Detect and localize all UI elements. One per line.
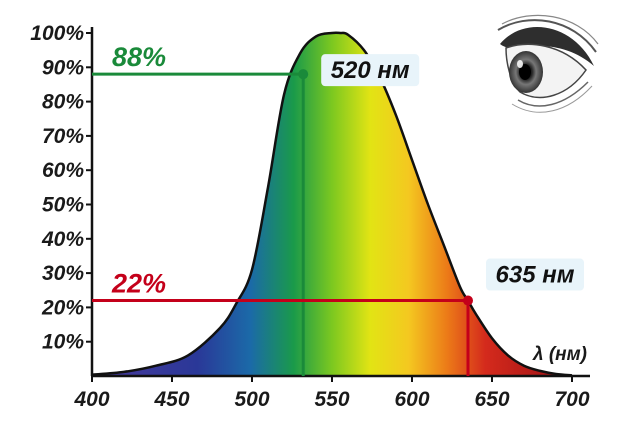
wavelength-label: 520 нм [331,57,410,84]
wavelength-label-box [321,54,420,87]
y-tick-label: 100% [30,22,84,45]
annotation-percent: 88% [112,42,166,72]
y-tick-label: 60% [42,159,84,182]
y-tick-label: 90% [42,56,84,79]
x-tick-label: 450 [153,388,189,411]
x-tick-label: 400 [73,388,109,411]
y-tick-label: 20% [41,296,84,319]
sensitivity-curve [91,31,573,377]
y-tick-label: 10% [42,331,84,354]
spectrum-area [92,32,572,376]
x-tick-label: 600 [394,388,429,411]
x-axis-label: λ (нм) [532,344,587,365]
y-tick-label: 50% [42,194,84,217]
eye-icon [497,14,599,113]
wavelength-label: 635 нм [496,262,575,289]
wavelength-label-box [486,258,584,291]
x-tick-label: 500 [234,388,269,411]
y-tick-label: 80% [42,91,84,114]
annotation-point [298,69,309,80]
y-tick-label: 70% [42,125,84,148]
x-tick-label: 700 [554,388,589,411]
annotation-point [463,295,473,306]
y-tick-label: 40% [41,228,84,251]
annotation-percent: 22% [111,269,166,299]
y-tick-label: 30% [42,262,84,285]
x-tick-label: 650 [474,388,509,411]
x-tick-label: 550 [314,388,349,411]
